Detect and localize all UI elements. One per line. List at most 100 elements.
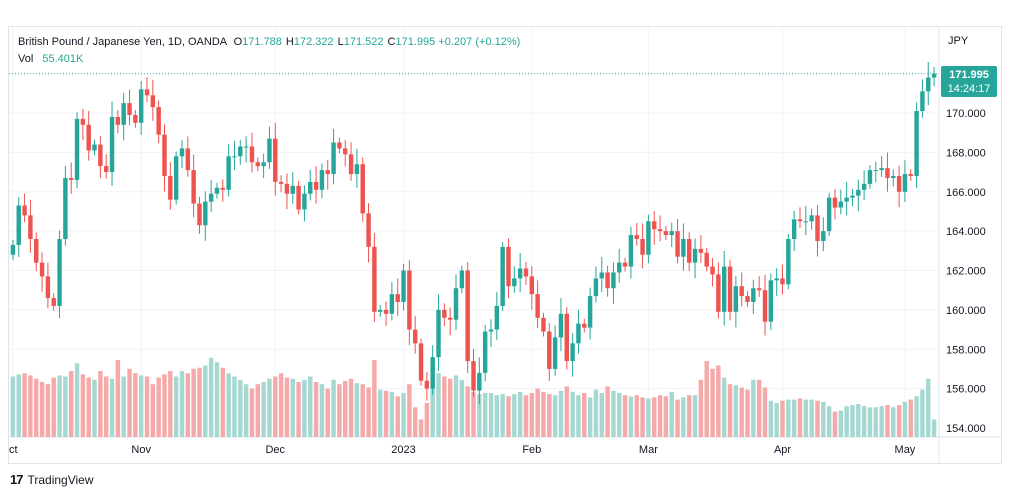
volume-bar — [39, 382, 45, 437]
volume-bar — [325, 388, 330, 437]
volume-bar — [331, 379, 336, 437]
volume-bar — [34, 378, 39, 437]
volume-bar — [366, 387, 371, 437]
candle-body — [523, 268, 529, 277]
candle-body — [856, 189, 861, 196]
symbol-title: British Pound / Japanese Yen, 1D, OANDA — [18, 36, 227, 48]
candle-body — [121, 103, 126, 125]
volume-bar — [512, 394, 517, 437]
volume-bar — [751, 379, 756, 437]
y-tick-label: 170.000 — [946, 108, 986, 120]
change-value: +0.207 (+0.12%) — [438, 36, 521, 48]
candle-body — [914, 111, 919, 176]
y-tick-label: 158.000 — [946, 344, 986, 356]
candle-body — [815, 215, 820, 241]
volume-bar — [372, 360, 377, 437]
volume-bar — [424, 402, 430, 437]
candle-body — [319, 170, 325, 190]
volume-bar — [243, 384, 249, 437]
volume-bar — [238, 379, 243, 437]
volume-bar — [203, 365, 208, 437]
candle-body — [599, 272, 604, 279]
candle-body — [430, 357, 435, 389]
candle-body — [214, 187, 220, 194]
volume-bar — [523, 395, 529, 437]
volume-bar — [465, 386, 470, 437]
volume-value: 55.401K — [42, 53, 84, 65]
volume-bar — [500, 394, 505, 437]
volume-bar — [873, 407, 878, 437]
candle-body — [343, 148, 348, 155]
volume-bar — [98, 371, 103, 437]
ohlc-value-l: 171.522 — [343, 36, 384, 48]
candle-body — [832, 197, 838, 208]
candle-body — [296, 185, 301, 210]
volume-bar — [687, 395, 692, 437]
candle-body — [360, 164, 365, 214]
candle-body — [681, 239, 686, 257]
candle-body — [500, 246, 505, 306]
candle-body — [477, 372, 482, 391]
ohlc-legend: British Pound / Japanese Yen, 1D, OANDA … — [18, 36, 520, 48]
volume-bar — [401, 393, 406, 437]
candle-body — [173, 156, 179, 200]
volume-bar — [471, 391, 476, 437]
candle-body — [896, 176, 902, 192]
volume-bar — [815, 400, 820, 437]
volume-bar — [319, 384, 325, 437]
volume-bar — [797, 398, 803, 437]
candle-body — [640, 239, 645, 255]
candle-body — [63, 177, 68, 239]
currency-label[interactable]: JPY — [948, 35, 969, 47]
volume-bar — [652, 397, 657, 437]
volume-bar — [290, 378, 295, 437]
x-tick-label: Apr — [774, 444, 791, 456]
ohlc-values: O171.788 H172.322 L171.522 C171.995 — [230, 36, 436, 48]
y-tick-label: 164.000 — [946, 226, 986, 238]
volume-bar — [459, 379, 465, 437]
candle-body — [401, 270, 406, 302]
volume-bar — [389, 391, 395, 437]
candle-body — [156, 107, 161, 135]
volume-bar — [69, 371, 74, 437]
candle-body — [109, 116, 115, 173]
volume-bar — [80, 374, 86, 437]
candle-body — [535, 294, 540, 318]
candle-body — [45, 276, 51, 299]
volume-bar — [173, 376, 179, 437]
candle-body — [733, 286, 739, 312]
tradingview-logo[interactable]: 17 TradingView — [10, 472, 94, 487]
volume-bar — [821, 401, 826, 437]
volume-bar — [698, 379, 704, 437]
volume-bar — [908, 399, 913, 437]
candle-body — [80, 118, 86, 125]
candle-body — [891, 176, 896, 178]
volume-bar — [838, 410, 844, 437]
candle-body — [710, 266, 715, 275]
candle-body — [797, 219, 803, 222]
candle-body — [692, 248, 698, 263]
candle-body — [675, 231, 680, 257]
candle-body — [302, 193, 307, 210]
y-tick-label: 166.000 — [946, 187, 986, 199]
candle-body — [587, 296, 593, 328]
candle-body — [220, 187, 226, 190]
volume-bar — [529, 393, 535, 437]
volume-bar — [343, 380, 348, 437]
candle-body — [267, 138, 272, 163]
candle-body — [687, 239, 692, 263]
candle-body — [28, 215, 33, 239]
candle-body — [768, 280, 774, 322]
candle-body — [547, 331, 552, 369]
volume-bar — [16, 374, 21, 437]
volume-bar — [617, 393, 622, 437]
volume-bar — [826, 406, 832, 437]
chart-frame — [8, 26, 1002, 464]
candle-body — [838, 201, 844, 208]
x-tick-label: Mar — [639, 444, 658, 456]
volume-bar — [144, 376, 150, 437]
volume-bar — [109, 378, 115, 437]
volume-bar — [681, 397, 686, 437]
volume-bar — [150, 384, 156, 437]
